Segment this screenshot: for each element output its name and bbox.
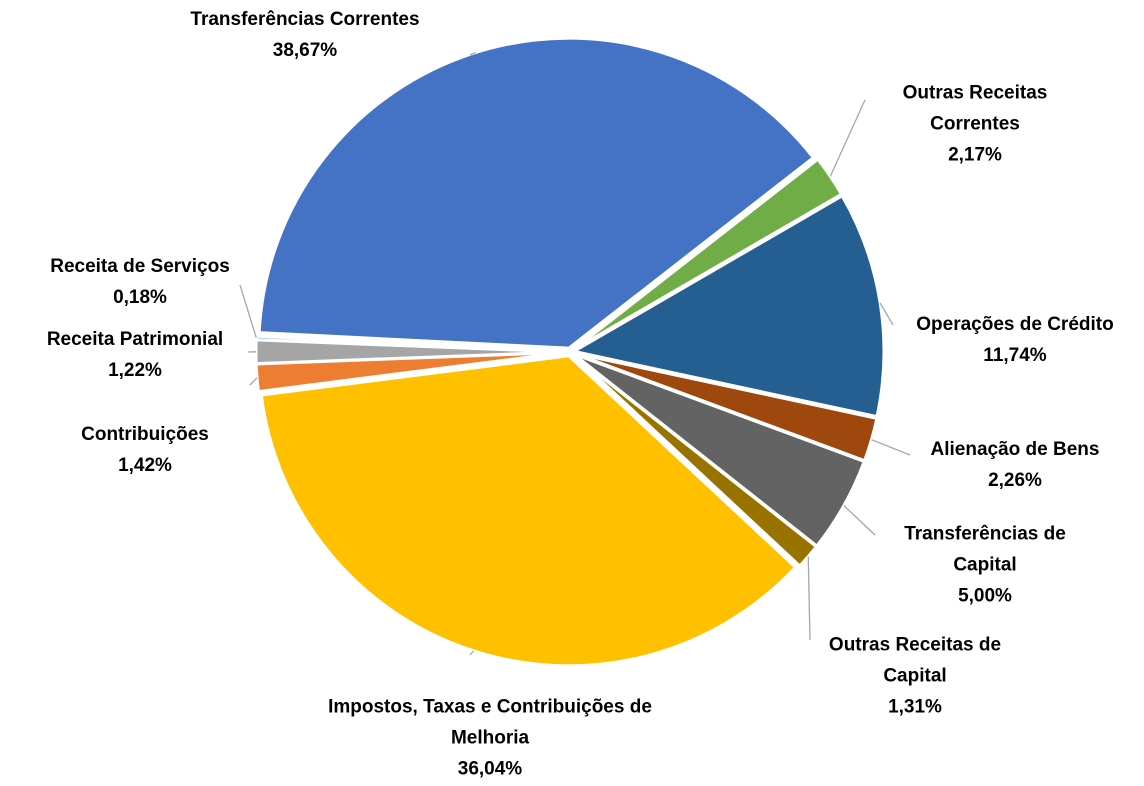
- label-value: 5,00%: [958, 585, 1012, 607]
- label-name: Receita Patrimonial: [46, 329, 224, 350]
- label-name: Impostos, Taxas e Contribuições de Melho…: [328, 696, 652, 749]
- data-label: Outras Receitas de Capital 1,31%: [800, 630, 1030, 723]
- leader-line: [879, 302, 894, 326]
- data-label: Transferências de Capital 5,00%: [875, 519, 1095, 612]
- label-name: Operações de Crédito: [916, 314, 1114, 335]
- leader-line: [871, 439, 911, 456]
- leader-line: [239, 284, 257, 339]
- data-label: Contribuições 1,42%: [45, 419, 245, 481]
- label-value: 11,74%: [983, 345, 1047, 366]
- data-label: Operações de Crédito 11,74%: [895, 309, 1135, 371]
- leader-line: [249, 377, 258, 386]
- label-value: 1,42%: [118, 455, 172, 476]
- leader-line: [843, 505, 876, 536]
- label-name: Transferências de Capital: [904, 523, 1066, 576]
- label-value: 38,67%: [272, 40, 338, 61]
- data-label: Outras Receitas Correntes 2,17%: [875, 78, 1075, 171]
- label-value: 2,26%: [988, 470, 1042, 491]
- data-label: Receita de Serviços 0,18%: [10, 251, 270, 313]
- label-name: Receita de Serviços: [50, 256, 230, 277]
- label-name: Outras Receitas de Capital: [828, 634, 1002, 687]
- leader-line: [829, 99, 866, 177]
- label-name: Transferências Correntes: [190, 9, 420, 30]
- label-value: 36,04%: [457, 758, 523, 780]
- data-label: Alienação de Bens 2,26%: [915, 434, 1115, 496]
- label-name: Outras Receitas Correntes: [902, 82, 1048, 135]
- pie-slice: [257, 36, 816, 350]
- leader-line: [807, 556, 811, 641]
- label-value: 2,17%: [948, 144, 1002, 166]
- data-label: Receita Patrimonial 1,22%: [5, 324, 265, 386]
- label-name: Alienação de Bens: [930, 439, 1100, 460]
- data-label: Impostos, Taxas e Contribuições de Melho…: [325, 692, 655, 785]
- data-label: Transferências Correntes 38,67%: [155, 4, 455, 66]
- label-value: 1,22%: [108, 360, 162, 381]
- label-value: 1,31%: [888, 696, 942, 718]
- leader-line: [469, 650, 475, 656]
- label-value: 0,18%: [113, 287, 167, 308]
- label-name: Contribuições: [81, 424, 209, 445]
- leader-line: [469, 51, 476, 56]
